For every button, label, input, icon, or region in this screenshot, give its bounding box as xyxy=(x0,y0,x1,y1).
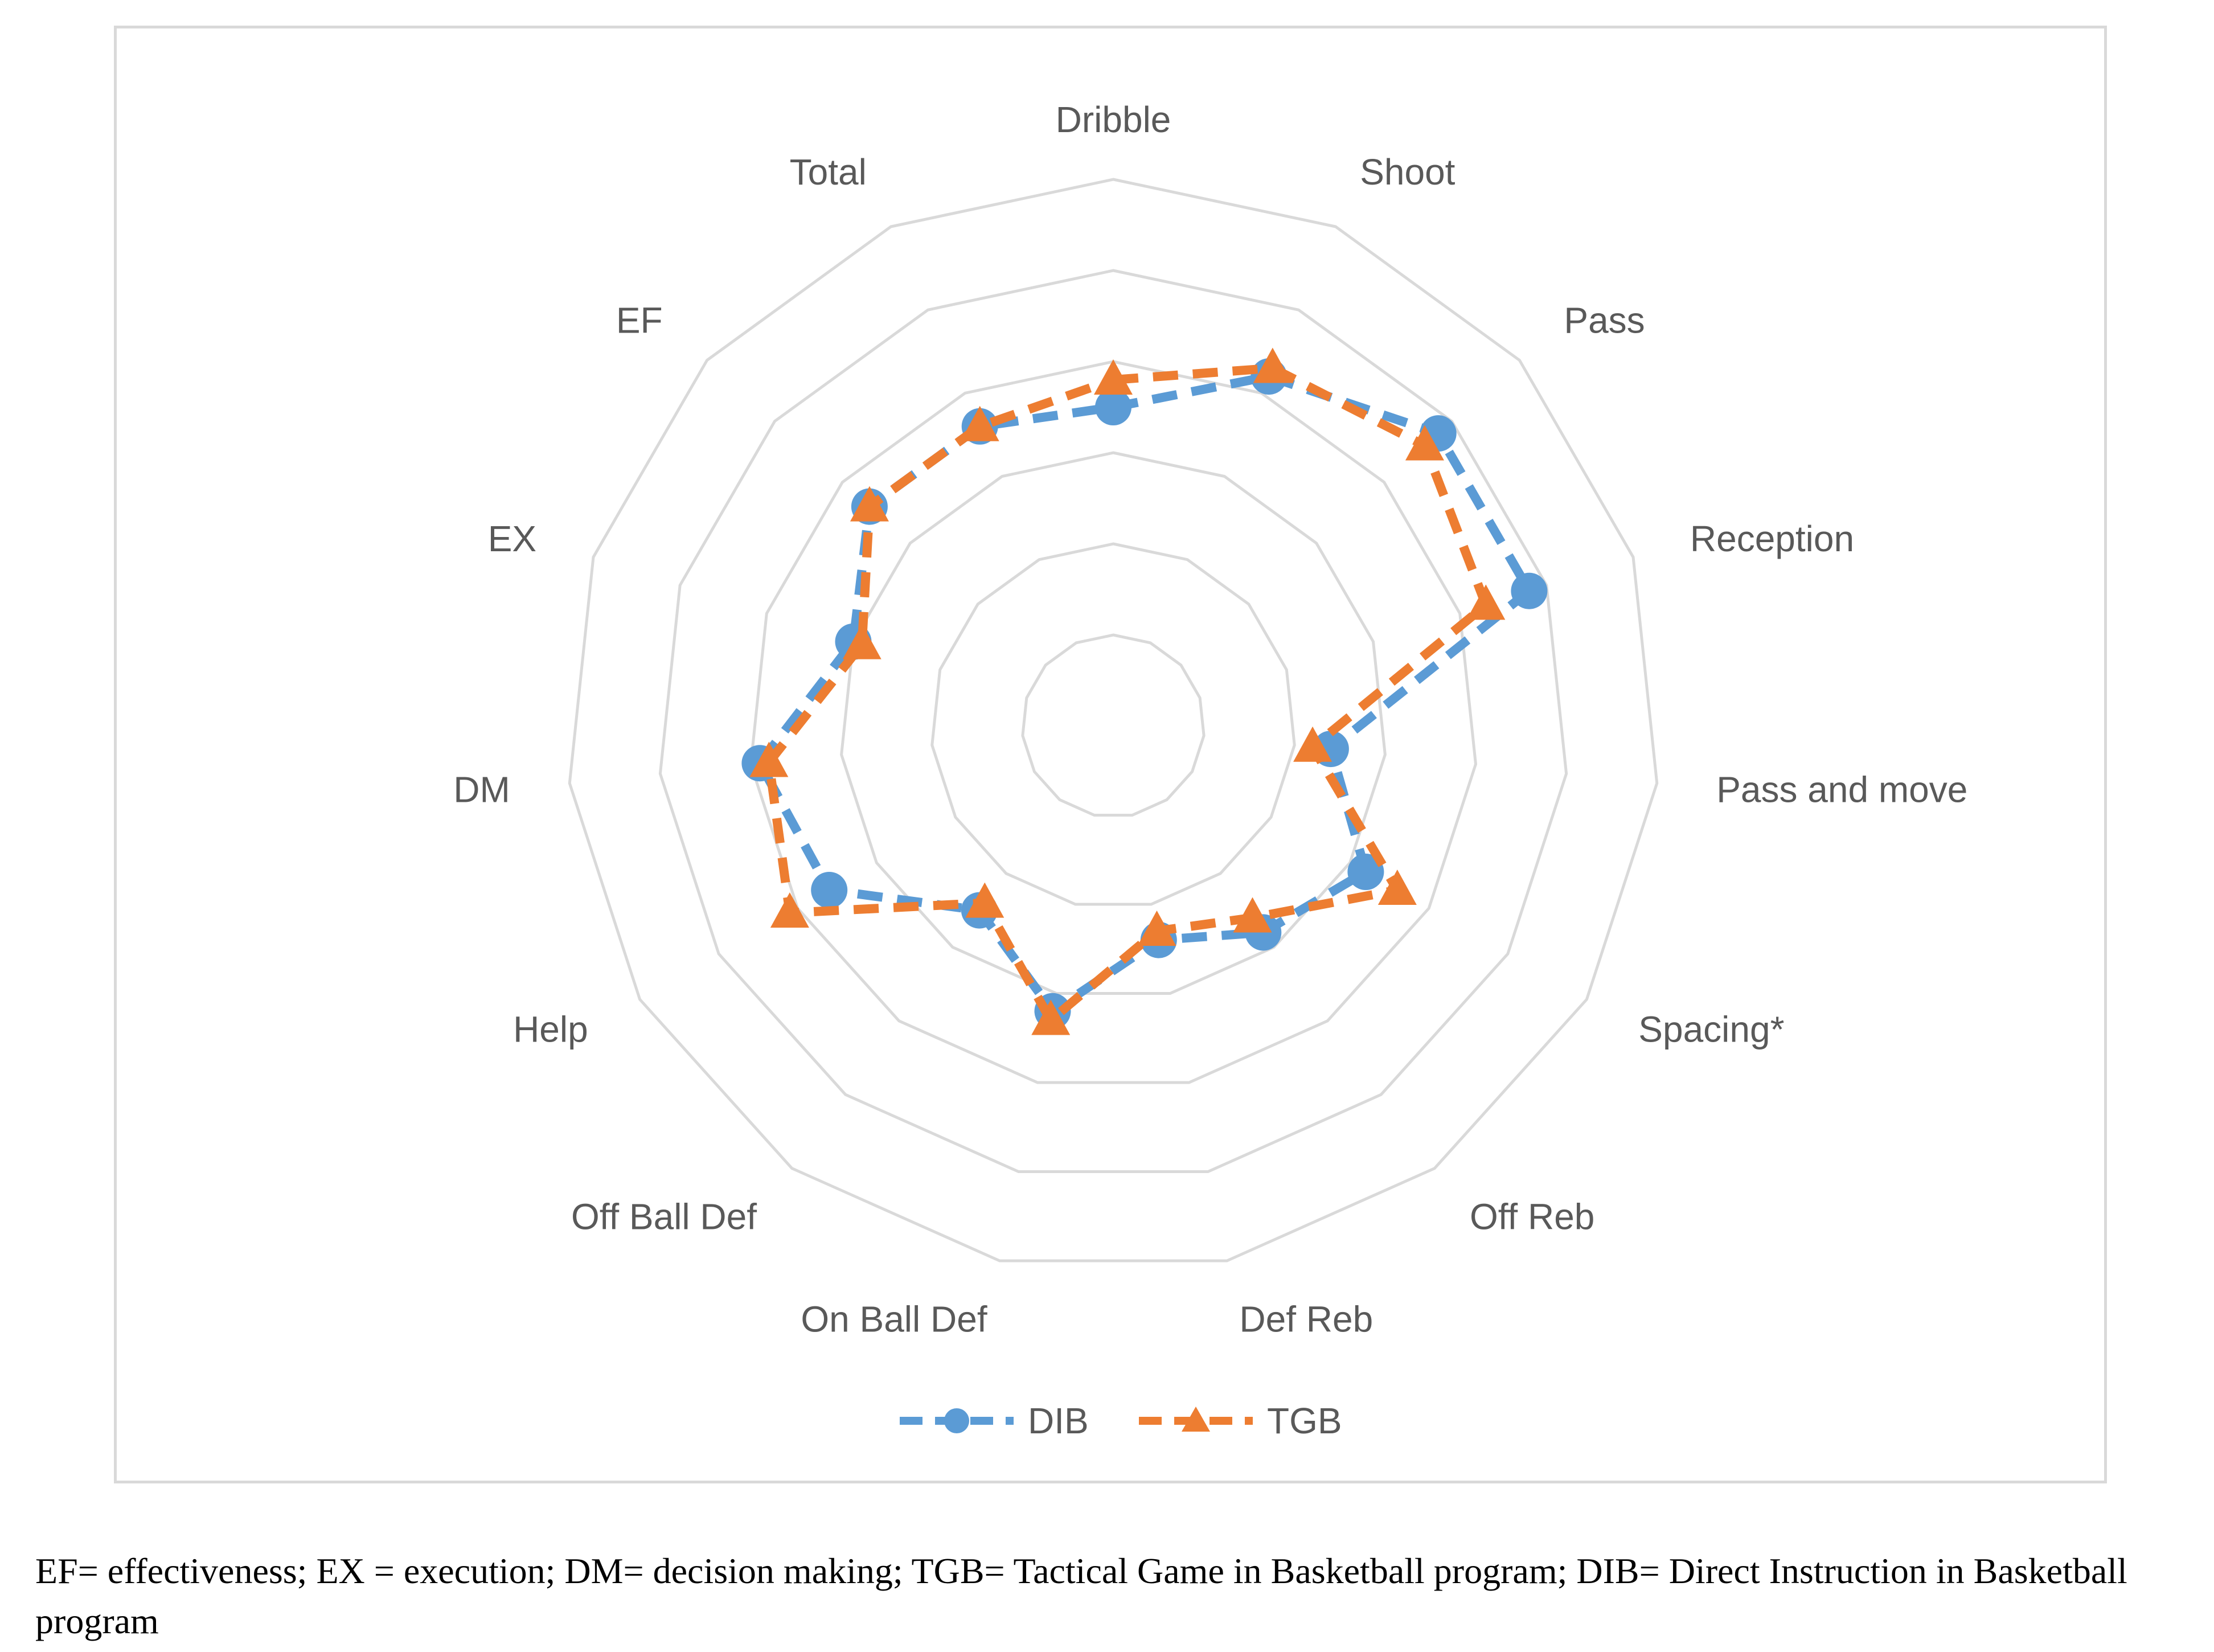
radar-chart: Dribble Shoot Pass Reception Pass and move Sp… xyxy=(453,99,1967,1441)
point-tgb-12[interactable] xyxy=(842,624,882,659)
series-tgb xyxy=(749,347,1506,1035)
axis-label-spacing: Spacing* xyxy=(1638,1009,1784,1050)
series-line-tgb xyxy=(764,363,1491,1025)
axis-label-dribble: Dribble xyxy=(1056,99,1171,140)
point-dib-3[interactable] xyxy=(1511,572,1548,609)
legend-entry-tgb[interactable]: TGB xyxy=(1139,1400,1342,1441)
legend-entry-dib[interactable]: DIB xyxy=(900,1400,1089,1441)
point-tgb-14[interactable] xyxy=(960,405,999,441)
axis-label-total: Total xyxy=(790,151,867,192)
legend-dib-marker xyxy=(944,1408,969,1433)
axis-label-shoot: Shoot xyxy=(1360,151,1455,192)
legend-tgb-marker xyxy=(1182,1407,1210,1432)
series-line-dib xyxy=(755,372,1534,1016)
axis-label-pass-and-move: Pass and move xyxy=(1716,769,1967,810)
series-layer xyxy=(741,347,1548,1035)
point-tgb-4[interactable] xyxy=(1293,726,1332,762)
figure-caption: EF= effectiveness; EX = execution; DM= d… xyxy=(35,1551,2127,1641)
legend-dib-label: DIB xyxy=(1028,1400,1089,1441)
legend-tgb-label: TGB xyxy=(1267,1400,1342,1441)
point-tgb-2[interactable] xyxy=(1405,425,1444,461)
grid-ring-6 xyxy=(568,178,1659,1262)
point-tgb-3[interactable] xyxy=(1466,584,1506,620)
point-tgb-0[interactable] xyxy=(1094,359,1133,395)
grid-ring-2 xyxy=(930,542,1296,906)
point-tgb-11[interactable] xyxy=(749,741,789,777)
point-tgb-8[interactable] xyxy=(1031,999,1071,1035)
grid-ring-1 xyxy=(1021,633,1206,817)
point-tgb-13[interactable] xyxy=(850,486,889,522)
point-dib-5[interactable] xyxy=(1347,854,1384,890)
axis-label-def-reb: Def Reb xyxy=(1239,1299,1373,1340)
point-tgb-9[interactable] xyxy=(965,882,1004,918)
point-tgb-6[interactable] xyxy=(1233,897,1272,933)
axis-label-on-ball-def: On Ball Def xyxy=(801,1299,987,1340)
grid-ring-5 xyxy=(658,269,1568,1174)
axis-label-dm: DM xyxy=(453,769,510,810)
point-tgb-7[interactable] xyxy=(1137,910,1176,946)
axis-label-pass: Pass xyxy=(1564,300,1645,341)
axis-label-ef: EF xyxy=(616,300,663,341)
axis-label-reception: Reception xyxy=(1690,518,1854,559)
grid-ring-4 xyxy=(749,360,1478,1084)
point-tgb-1[interactable] xyxy=(1253,347,1292,383)
legend: DIB TGB xyxy=(900,1400,1342,1441)
point-tgb-10[interactable] xyxy=(770,892,809,928)
grid-ring-3 xyxy=(840,451,1387,995)
axis-label-ex: EX xyxy=(488,518,536,559)
point-dib-0[interactable] xyxy=(1095,389,1131,425)
axis-labels: Dribble Shoot Pass Reception Pass and move Sp… xyxy=(453,99,1967,1340)
radar-grid xyxy=(568,178,1659,1262)
point-tgb-5[interactable] xyxy=(1377,870,1417,905)
axis-label-off-ball-def: Off Ball Def xyxy=(571,1196,757,1237)
axis-label-help: Help xyxy=(513,1009,588,1050)
axis-label-off-reb: Off Reb xyxy=(1470,1196,1594,1237)
chart-frame: Dribble Shoot Pass Reception Pass and move Sp… xyxy=(114,26,2107,1483)
point-dib-10[interactable] xyxy=(811,872,848,908)
